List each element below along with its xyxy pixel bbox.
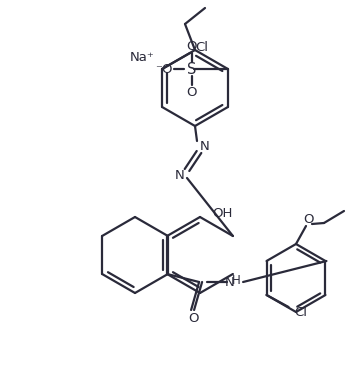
Text: N: N xyxy=(225,276,235,289)
Text: Na⁺: Na⁺ xyxy=(130,50,154,64)
Text: N: N xyxy=(175,168,185,182)
Text: OH: OH xyxy=(212,206,232,219)
Text: ⁻O: ⁻O xyxy=(155,63,173,75)
Text: Cl: Cl xyxy=(294,306,307,320)
Text: O: O xyxy=(188,313,198,326)
Text: S: S xyxy=(187,61,197,77)
Text: N: N xyxy=(200,139,210,152)
Text: O: O xyxy=(187,40,197,53)
Text: Cl: Cl xyxy=(195,40,209,54)
Text: O: O xyxy=(304,212,314,225)
Text: H: H xyxy=(232,275,241,287)
Text: O: O xyxy=(187,85,197,98)
